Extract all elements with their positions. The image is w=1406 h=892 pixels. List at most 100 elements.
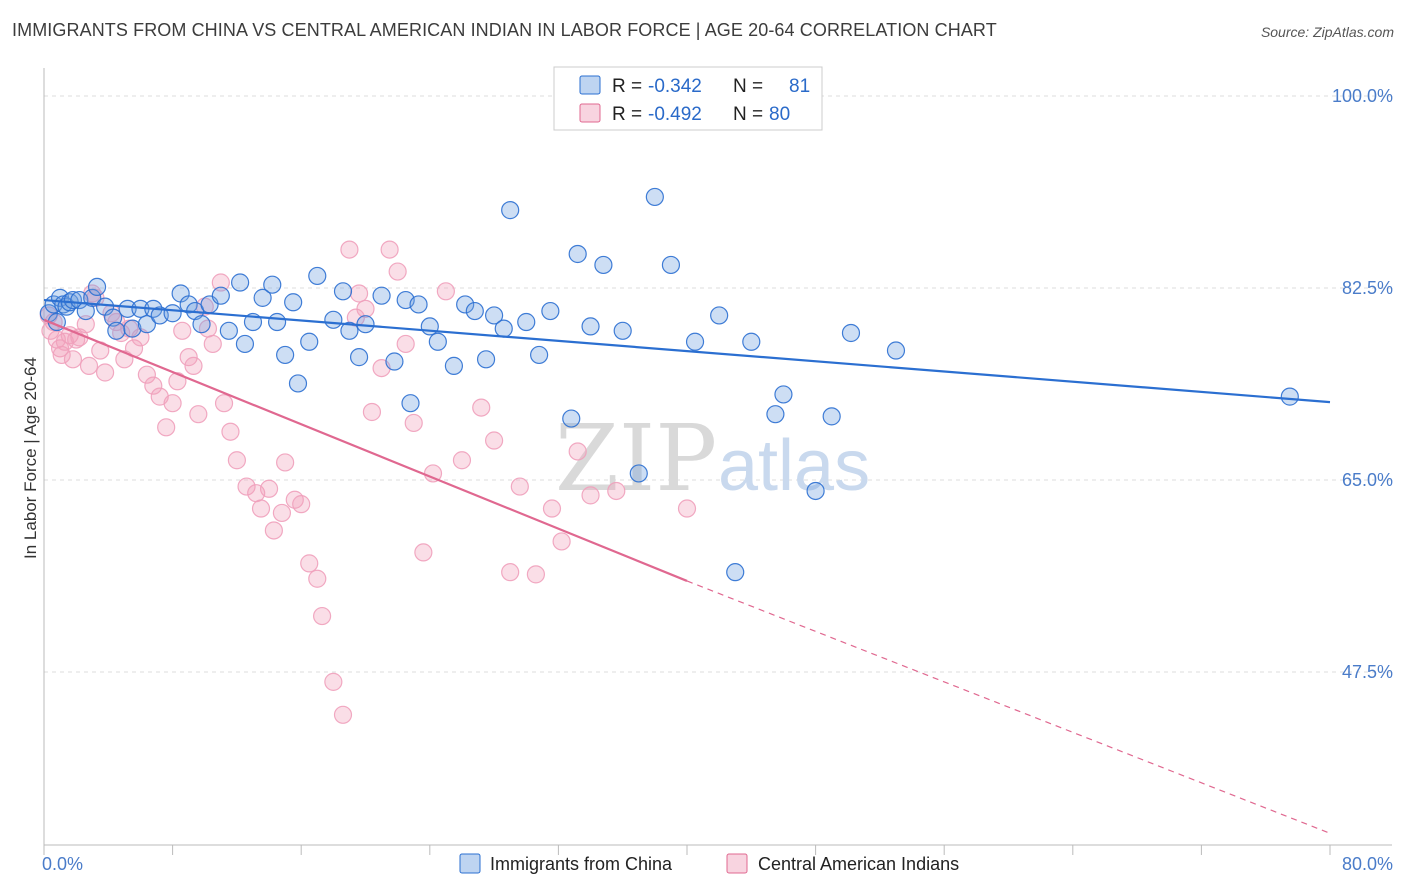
cai-trend-line-extension: [686, 580, 1331, 834]
cai-point-50: [300, 554, 319, 573]
trend-lines: [43, 298, 1331, 834]
cai-point-11: [76, 315, 95, 334]
china-point-32: [253, 288, 272, 307]
china-point-29: [231, 273, 250, 292]
bottom-legend: Immigrants from China Central American I…: [459, 853, 959, 874]
china-point-68: [645, 187, 664, 207]
x-tick-label-1: 80.0%: [1342, 854, 1393, 874]
china-point-40: [324, 310, 343, 329]
china-point-23: [179, 295, 198, 314]
cai-point-54: [333, 705, 353, 724]
china-point-71: [710, 306, 729, 325]
source-label: Source: ZipAtlas.com: [1260, 24, 1394, 40]
cai-point-62: [388, 262, 407, 281]
china-point-35: [276, 345, 295, 365]
cai-point-77: [581, 486, 600, 505]
china-point-77: [822, 407, 841, 426]
cai-point-32: [184, 356, 203, 375]
cai-point-8: [63, 350, 83, 369]
china-point-79: [886, 341, 906, 360]
china-point-28: [219, 321, 238, 340]
cai-point-39: [221, 422, 240, 441]
y-tick-label-2: 82.5%: [1342, 278, 1393, 298]
china-point-53: [456, 295, 475, 314]
cai-point-64: [404, 413, 423, 433]
china-point-64: [581, 317, 600, 336]
bottom-legend-cai: Central American Indians: [758, 854, 959, 874]
bottom-legend-swatch-cai: [726, 853, 748, 874]
china-point-73: [742, 332, 761, 351]
china-point-76: [806, 481, 825, 501]
legend-n-label-cai: N =: [733, 104, 763, 125]
cai-point-47: [276, 453, 295, 472]
china-point-54: [465, 301, 484, 321]
china-point-75: [774, 385, 793, 404]
legend-r-label-china: R =: [612, 76, 642, 97]
china-point-59: [517, 312, 536, 332]
cai-point-27: [157, 418, 176, 437]
china-point-80: [1280, 387, 1299, 406]
cai-point-63: [396, 334, 415, 354]
china-point-58: [501, 201, 520, 220]
cai-point-76: [568, 442, 587, 461]
legend-n-label-china: N =: [733, 76, 763, 97]
y-tick-labels: 47.5% 65.0% 82.5% 100.0%: [1332, 86, 1393, 682]
legend-r-label-cai: R =: [612, 104, 642, 125]
china-point-37: [288, 374, 308, 393]
china-point-27: [211, 286, 230, 305]
cai-point-24: [137, 365, 156, 384]
china-point-34: [267, 312, 287, 332]
china-point-74: [766, 405, 785, 424]
cai-point-37: [211, 273, 230, 292]
chart-title: IMMIGRANTS FROM CHINA VS CENTRAL AMERICA…: [12, 20, 997, 40]
x-tick-label-0: 0.0%: [42, 854, 83, 874]
cai-point-57: [349, 284, 369, 303]
cai-point-45: [264, 521, 283, 540]
cai-point-68: [452, 451, 472, 470]
china-point-46: [385, 352, 404, 371]
china-point-61: [541, 301, 560, 321]
x-tick-labels: 0.0% 80.0%: [42, 854, 1393, 874]
cai-point-41: [237, 477, 256, 496]
legend-swatch-china: [579, 75, 601, 95]
china-point-48: [401, 394, 420, 413]
china-point-78: [841, 323, 861, 343]
cai-point-61: [380, 240, 399, 259]
china-point-39: [308, 266, 327, 286]
cai-point-67: [436, 282, 455, 301]
china-point-18: [137, 315, 156, 334]
china-point-69: [661, 255, 681, 275]
china-point-52: [444, 356, 464, 375]
cai-point-59: [362, 402, 382, 422]
china-point-60: [530, 345, 549, 365]
y-axis-label: In Labor Force | Age 20-64: [21, 357, 40, 559]
cai-point-65: [414, 543, 433, 562]
legend-box: [553, 66, 823, 131]
cai-point-33: [189, 405, 208, 424]
china-point-36: [284, 293, 303, 312]
china-point-66: [613, 321, 632, 340]
cai-point-75: [552, 532, 571, 551]
china-point-67: [629, 464, 648, 483]
legend-n-value-china: 81: [789, 76, 810, 97]
cai-point-72: [510, 477, 529, 496]
legend-r-value-china: -0.342: [648, 76, 702, 97]
china-point-45: [372, 286, 391, 305]
cai-point-46: [272, 503, 292, 523]
y-tick-label-0: 47.5%: [1342, 662, 1393, 682]
china-point-15: [118, 299, 137, 318]
cai-point-30: [173, 321, 192, 340]
axes: [43, 68, 1392, 855]
y-tick-label-1: 65.0%: [1342, 470, 1393, 490]
china-point-56: [485, 306, 504, 325]
cai-point-36: [203, 334, 222, 354]
china-point-38: [300, 332, 319, 351]
china-trend-line: [43, 298, 1331, 404]
china-point-42: [340, 321, 359, 340]
cai-point-38: [214, 394, 234, 413]
china-point-11: [87, 277, 107, 297]
china-point-16: [123, 319, 142, 338]
cai-point-12: [79, 356, 99, 375]
cai-trend-line: [43, 318, 688, 582]
grid-lines: [44, 95, 1392, 673]
